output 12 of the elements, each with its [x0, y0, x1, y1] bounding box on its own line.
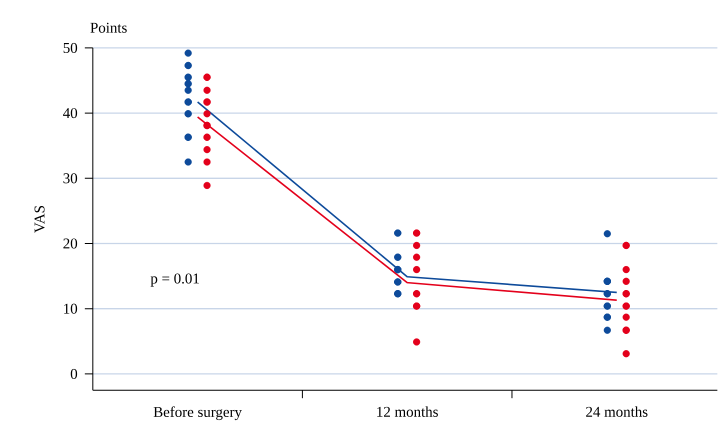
annotation: p = 0.01 [150, 273, 199, 286]
y-tick-label: 50 [64, 42, 78, 53]
x-tick-label: Before surgery [154, 406, 242, 420]
text: Points [90, 22, 127, 33]
y-tick-label: 40 [63, 108, 78, 118]
y-tick-label: 10 [64, 304, 78, 314]
x-tick-label: 24 months [586, 406, 648, 417]
y-axis-title: VAS [34, 206, 45, 233]
y-tick-label: 0 [70, 368, 78, 379]
x-tick-label: 12 months [377, 406, 438, 417]
y-tick-label: 20 [63, 238, 78, 248]
y-tick-label: 30 [63, 173, 78, 184]
